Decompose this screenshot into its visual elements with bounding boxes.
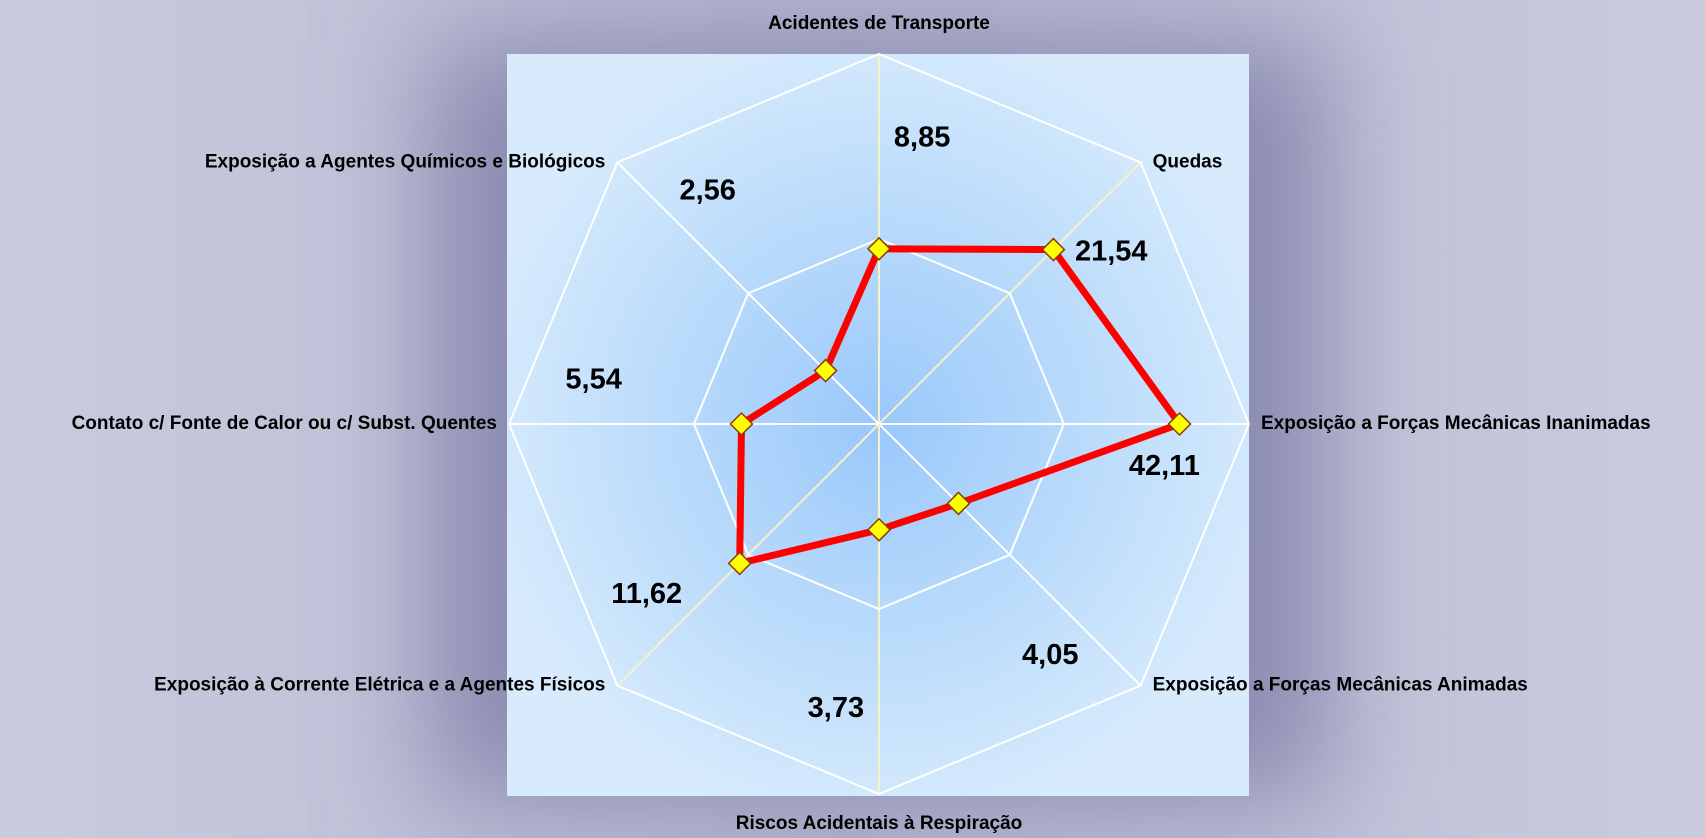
category-label: Exposição a Forças Mecânicas Animadas <box>1153 675 1528 696</box>
category-label: Exposição a Forças Mecânicas Inanimadas <box>1261 413 1651 434</box>
data-marker <box>1041 237 1066 262</box>
value-label: 8,85 <box>894 121 950 153</box>
category-label: Quedas <box>1153 151 1223 172</box>
category-label: Acidentes de Transporte <box>768 13 990 34</box>
data-marker <box>866 236 892 261</box>
value-label: 2,56 <box>679 174 735 206</box>
data-marker <box>946 491 971 516</box>
category-label: Exposição a Agentes Químicos e Biológico… <box>205 151 606 172</box>
value-label: 5,54 <box>565 364 621 396</box>
data-marker <box>1167 411 1192 437</box>
data-marker <box>866 517 892 542</box>
value-label: 21,54 <box>1075 235 1148 267</box>
category-label: Riscos Acidentais à Respiração <box>736 813 1023 834</box>
value-label: 11,62 <box>611 578 682 610</box>
grid-ring <box>692 237 1066 611</box>
category-label: Contato c/ Fonte de Calor ou c/ Subst. Q… <box>72 413 497 434</box>
data-marker <box>813 358 838 383</box>
grid-ring <box>507 52 1251 796</box>
category-label: Exposição à Corrente Elétrica e a Agente… <box>154 675 605 696</box>
value-label: 4,05 <box>1022 639 1078 671</box>
value-label: 3,73 <box>808 692 864 724</box>
data-marker <box>729 411 754 437</box>
data-marker <box>727 551 752 576</box>
value-label: 42,11 <box>1129 450 1200 482</box>
